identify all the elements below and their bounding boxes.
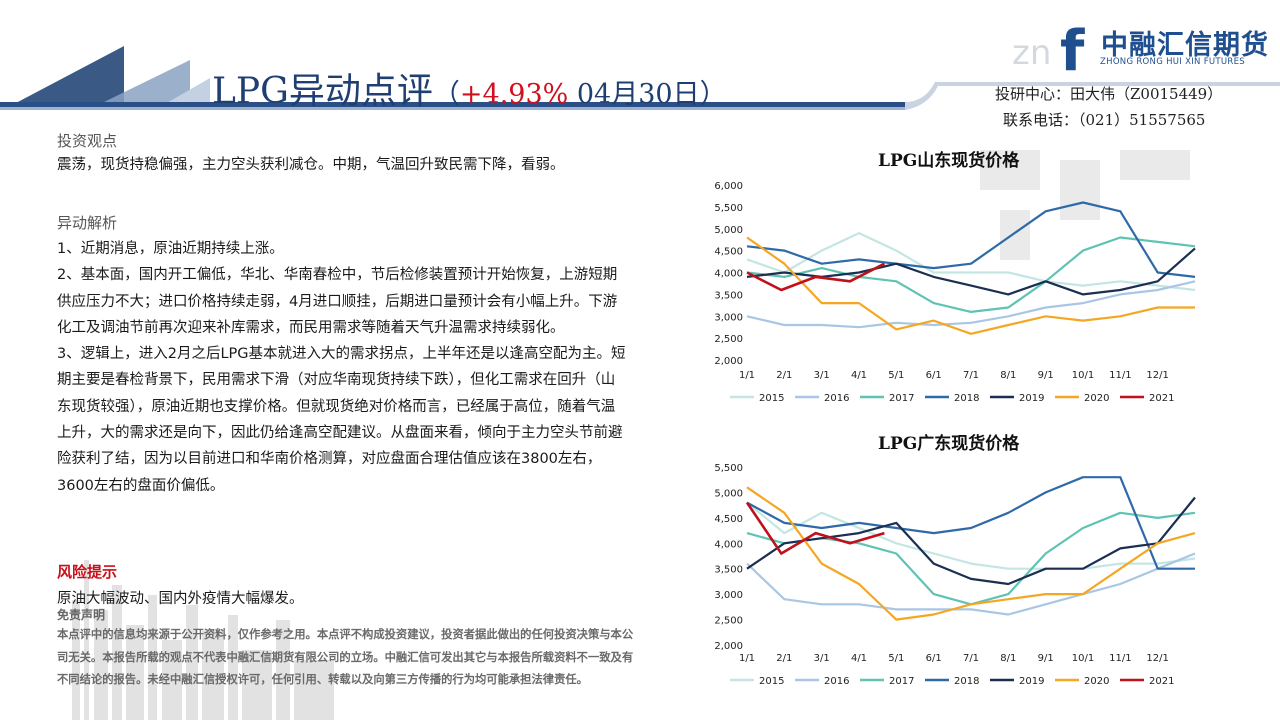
chart-title-shandong: LPG山东现货价格 — [878, 151, 1020, 171]
disclaimer-heading: 免责声明 — [57, 608, 106, 622]
analysis-text: 1、近期消息，原油近期持续上涨。 2、基本面，国内开工偏低，华北、华南春检中，节… — [57, 236, 629, 499]
analysis-point-1: 1、近期消息，原油近期持续上涨。 — [57, 241, 284, 257]
legend-label-2017: 2017 — [889, 676, 914, 687]
x-tick-label: 12/1 — [1146, 653, 1168, 664]
view-heading: 投资观点 — [57, 132, 118, 150]
x-tick-label: 3/1 — [814, 653, 830, 664]
svg-text:zn: zn — [1012, 33, 1051, 73]
series-line-2017 — [746, 236, 1196, 313]
legend-label-2015: 2015 — [759, 676, 784, 687]
y-tick-label: 4,000 — [714, 539, 743, 550]
x-tick-label: 7/1 — [963, 370, 979, 381]
series-line-2015 — [746, 231, 1196, 292]
y-tick-label: 3,500 — [714, 290, 743, 301]
x-tick-label: 7/1 — [963, 653, 979, 664]
phone-contact: 联系电话：（021）51557565 — [1003, 111, 1206, 129]
y-tick-label: 5,500 — [714, 463, 743, 474]
y-tick-label: 2,000 — [714, 356, 743, 367]
chart-shandong: 2,000 2,500 3,000 3,500 4,000 4,500 5,000 5,500… — [714, 181, 1196, 404]
legend-label-2020: 2020 — [1084, 676, 1109, 687]
title-main: LPG异动点评 — [212, 71, 433, 112]
x-tick-label: 3/1 — [814, 370, 830, 381]
x-tick-label: 8/1 — [1000, 370, 1016, 381]
page-title: LPG异动点评（+4.93% 04月30日） — [212, 62, 727, 112]
x-tick-label: 5/1 — [888, 653, 904, 664]
x-tick-label: 1/1 — [739, 370, 755, 381]
legend-label-2019: 2019 — [1019, 676, 1044, 687]
legend-label-2016: 2016 — [824, 393, 849, 404]
report-date: 04月30日） — [568, 79, 727, 110]
y-tick-label: 4,500 — [714, 514, 743, 525]
series-line-2021 — [746, 262, 885, 292]
y-tick-label: 6,000 — [714, 181, 743, 192]
series-line-2020 — [746, 236, 1195, 335]
legend-label-2017: 2017 — [889, 393, 914, 404]
x-tick-label: 12/1 — [1146, 370, 1168, 381]
analysis-point-3: 3、逻辑上，进入2月之后LPG基本就进入大的需求拐点，上半年还是以逢高空配为主。… — [57, 346, 626, 494]
company-logo-name: 中融汇信期货 — [1101, 30, 1269, 61]
y-tick-label: 4,500 — [714, 247, 743, 258]
x-tick-label: 9/1 — [1038, 653, 1054, 664]
price-change-percent: +4.93% — [459, 79, 569, 110]
y-tick-label: 5,000 — [714, 225, 743, 236]
y-tick-label: 3,000 — [714, 312, 743, 323]
legend-label-2021: 2021 — [1149, 676, 1174, 687]
x-tick-label: 5/1 — [888, 370, 904, 381]
risk-text: 原油大幅波动、国内外疫情大幅爆发。 — [57, 591, 304, 607]
x-tick-label: 11/1 — [1109, 653, 1131, 664]
series-line-2020 — [746, 486, 1196, 621]
y-tick-label: 4,000 — [714, 269, 743, 280]
legend-label-2021: 2021 — [1149, 393, 1174, 404]
series-line-2018 — [746, 201, 1196, 278]
logo-f-glyph: f — [1060, 19, 1085, 76]
series-line-2016 — [746, 280, 1196, 329]
legend-label-2020: 2020 — [1084, 393, 1109, 404]
x-tick-label: 10/1 — [1072, 653, 1094, 664]
x-tick-label: 2/1 — [776, 653, 792, 664]
view-text: 震荡，现货持稳偏强，主力空头获利减仓。中期，气温回升致民需下降，看弱。 — [57, 157, 565, 173]
research-contact: 投研中心：田大伟（Z0015449） — [995, 85, 1223, 103]
analysis-point-2: 2、基本面，国内开工偏低，华北、华南春检中，节后检修装置预计开始恢复，上游短期供… — [57, 267, 618, 336]
legend-label-2019: 2019 — [1019, 393, 1044, 404]
x-tick-label: 1/1 — [739, 653, 755, 664]
series-line-2019 — [746, 496, 1196, 586]
y-tick-label: 2,500 — [714, 334, 743, 345]
disclaimer-text: 本点评中的信息均来源于公开资料，仅作参考之用。本点评不构成投资建议，投资者据此做… — [57, 628, 634, 687]
y-tick-label: 3,500 — [714, 565, 743, 576]
legend-label-2015: 2015 — [759, 393, 784, 404]
series-line-2015 — [746, 501, 1196, 570]
chart-guangdong: 2,000 2,500 3,000 3,500 4,000 4,500 5,000 5,500… — [714, 463, 1196, 687]
y-tick-label: 5,500 — [714, 203, 743, 214]
title-paren-open: （ — [432, 79, 460, 110]
x-tick-label: 6/1 — [926, 370, 942, 381]
x-tick-label: 9/1 — [1038, 370, 1054, 381]
x-tick-label: 6/1 — [926, 653, 942, 664]
x-tick-label: 11/1 — [1109, 370, 1131, 381]
analysis-heading: 异动解析 — [57, 214, 118, 232]
risk-heading: 风险提示 — [57, 563, 118, 581]
legend-label-2018: 2018 — [954, 393, 979, 404]
y-tick-label: 2,000 — [714, 641, 743, 652]
series-line-2021 — [745, 501, 885, 555]
series-line-2016 — [746, 552, 1196, 616]
series-line-2018 — [746, 476, 1195, 570]
company-logo-mark: zn f — [1012, 19, 1085, 76]
x-tick-label: 8/1 — [1000, 653, 1016, 664]
chart-title-guangdong: LPG广东现货价格 — [878, 434, 1020, 454]
x-tick-label: 4/1 — [851, 653, 867, 664]
x-tick-label: 4/1 — [851, 370, 867, 381]
y-tick-label: 3,000 — [714, 590, 743, 601]
y-tick-label: 2,500 — [714, 616, 743, 627]
y-tick-label: 5,000 — [714, 488, 743, 499]
company-logo-english: ZHONG RONG HUI XIN FUTURES — [1100, 57, 1246, 67]
legend-label-2016: 2016 — [824, 676, 849, 687]
x-tick-label: 2/1 — [776, 370, 792, 381]
x-tick-label: 10/1 — [1072, 370, 1094, 381]
legend-label-2018: 2018 — [954, 676, 979, 687]
